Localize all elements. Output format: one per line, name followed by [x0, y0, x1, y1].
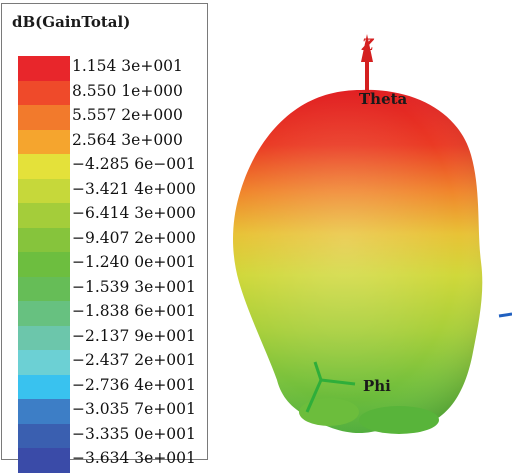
z-axis-label: Z	[361, 35, 375, 54]
x-axis-line	[499, 314, 512, 316]
legend-swatch	[18, 203, 70, 228]
legend-value: −1.539 3e+001	[72, 275, 207, 300]
legend-value: −2.437 2e+001	[72, 348, 207, 373]
legend-swatch	[18, 277, 70, 302]
lower-lobe	[359, 406, 439, 434]
legend-swatch	[18, 375, 70, 400]
legend-swatch	[18, 326, 70, 351]
legend-swatch	[18, 130, 70, 155]
legend-value: 1.154 3e+001	[72, 54, 207, 79]
legend-swatch	[18, 105, 70, 130]
legend-value: 2.564 3e+000	[72, 128, 207, 153]
legend-swatches	[18, 56, 70, 473]
legend-labels: 1.154 3e+001 8.550 1e+000 5.557 2e+000 2.56…	[72, 54, 207, 471]
legend-value: −9.407 2e+000	[72, 226, 207, 251]
legend-swatch	[18, 424, 70, 449]
legend-swatch	[18, 154, 70, 179]
radiation-pattern-plot: Z Theta Phi	[209, 0, 512, 464]
legend-value: −6.414 3e+000	[72, 201, 207, 226]
legend-value: −3.035 7e+001	[72, 397, 207, 422]
legend-swatch	[18, 228, 70, 253]
legend-value: 5.557 2e+000	[72, 103, 207, 128]
legend-swatch	[18, 301, 70, 326]
legend-swatch	[18, 350, 70, 375]
legend-title: dB(GainTotal)	[12, 13, 130, 31]
legend-value: −3.335 0e+001	[72, 422, 207, 447]
legend-value: −2.137 9e+001	[72, 324, 207, 349]
legend-value: −4.285 6e−001	[72, 152, 207, 177]
legend-swatch	[18, 448, 70, 473]
legend-value: −3.421 4e+000	[72, 177, 207, 202]
color-legend: dB(GainTotal) 1.154 3e+001 8.550 1e+000 5.…	[1, 3, 208, 460]
theta-label: Theta	[359, 90, 408, 108]
legend-swatch	[18, 56, 70, 81]
legend-swatch	[18, 399, 70, 424]
legend-swatch	[18, 252, 70, 277]
radiation-pattern-svg: Z Theta Phi	[209, 0, 512, 464]
legend-value: −2.736 4e+001	[72, 373, 207, 398]
legend-value: −1.240 0e+001	[72, 250, 207, 275]
legend-swatch	[18, 81, 70, 106]
phi-label: Phi	[363, 377, 391, 395]
legend-value: −3.634 3e+001	[72, 446, 207, 471]
legend-value: −1.838 6e+001	[72, 299, 207, 324]
legend-swatch	[18, 179, 70, 204]
legend-value: 8.550 1e+000	[72, 79, 207, 104]
